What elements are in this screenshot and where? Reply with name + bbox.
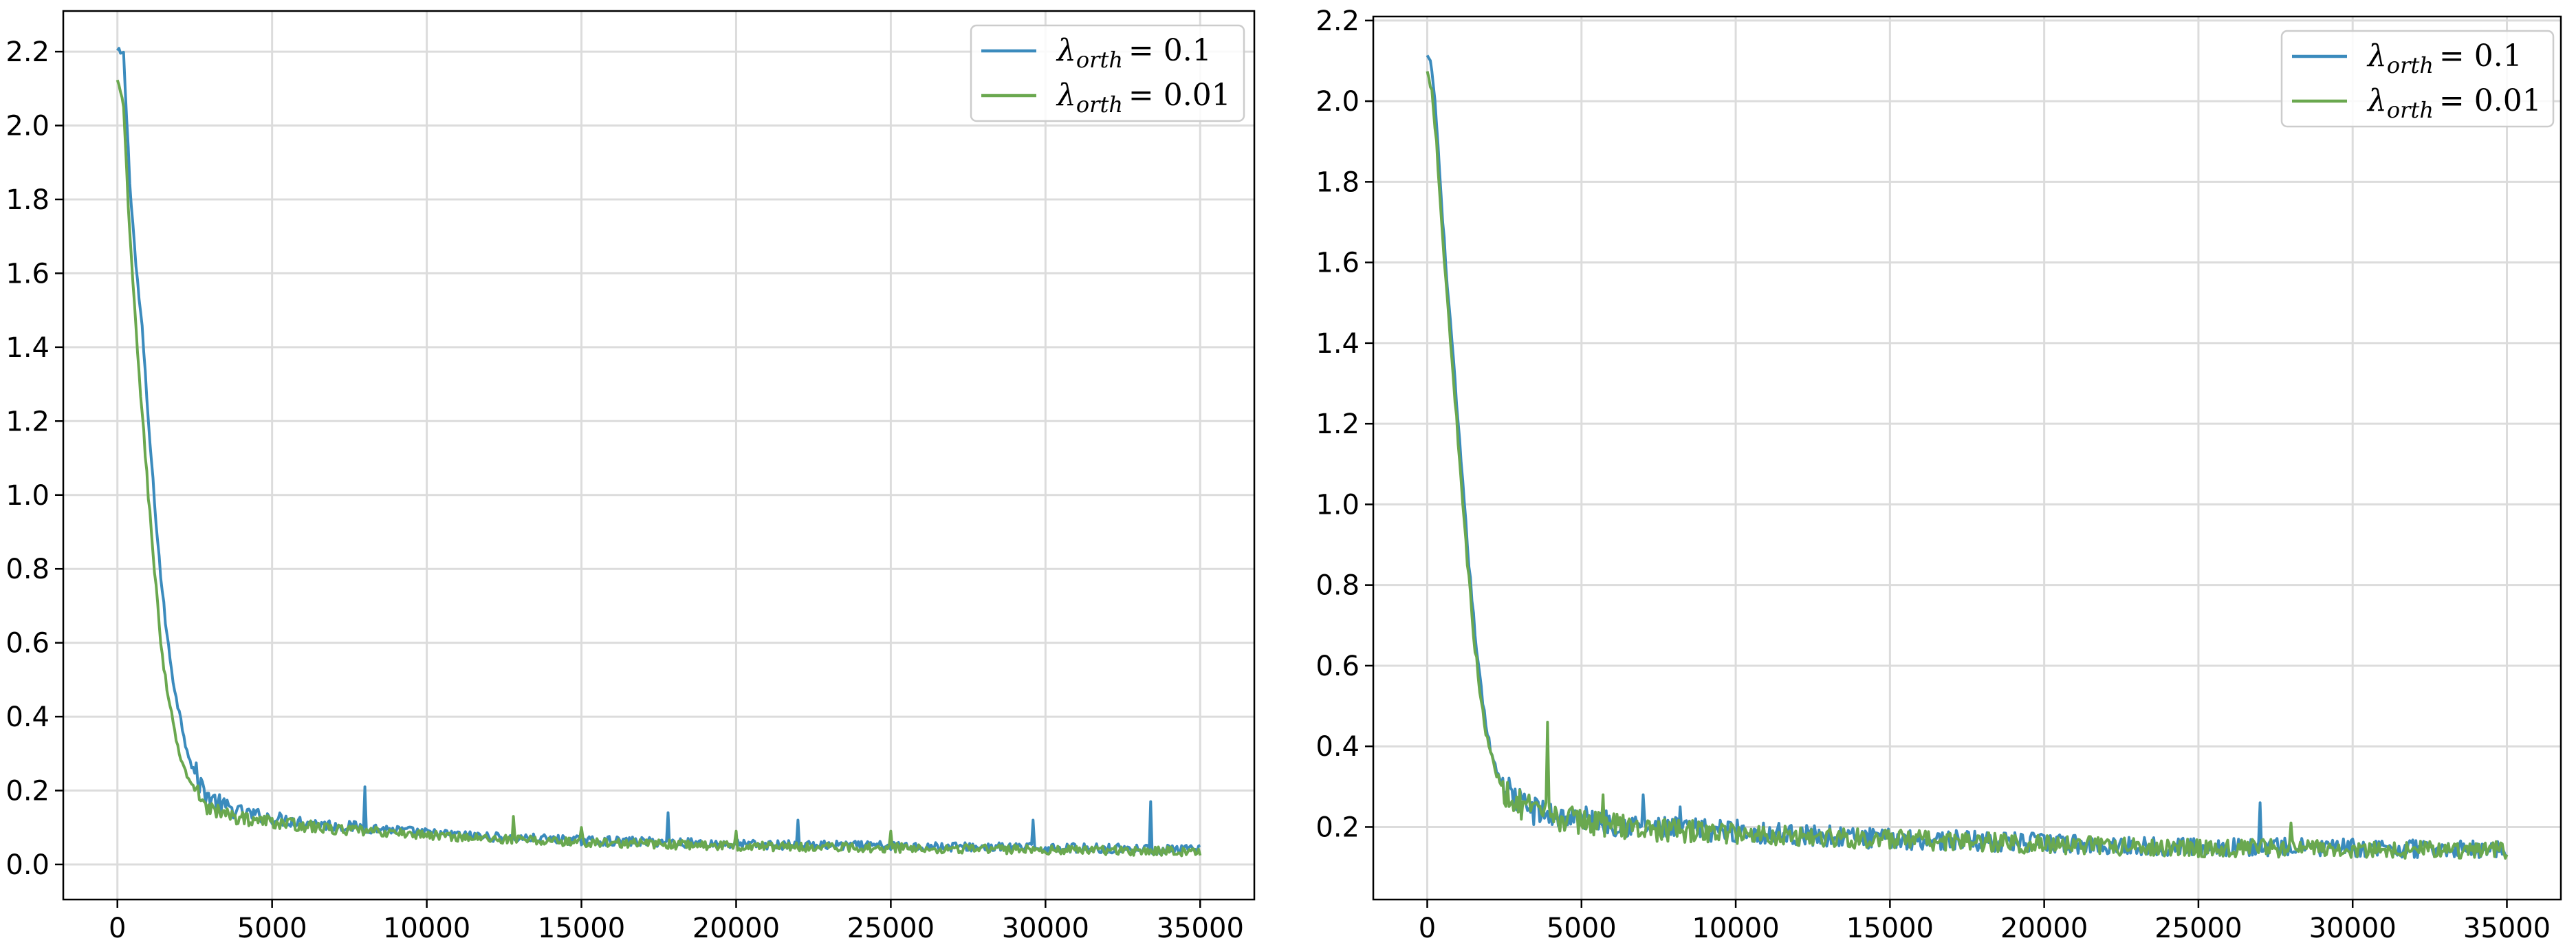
x-tick-label: 5000 [237,913,307,944]
x-tick-label: 30000 [2309,913,2397,944]
y-tick-label: 0.2 [6,776,50,807]
y-tick-label: 2.0 [6,111,50,142]
left-chart-panel: 0 5000 10000 15000 20000 25000 30000 35000 0.0 0.… [6,10,1256,944]
legend: λorth = 0.1 λorth = 0.01 [2280,30,2555,128]
x-tick-label: 30000 [1002,913,1089,944]
series-line-1 [116,79,1202,858]
axes-frame [1372,15,2562,901]
y-tick-label: 0.8 [6,554,50,585]
y-tick-label: 1.8 [6,184,50,216]
x-tick-label: 10000 [383,913,470,944]
x-tick-label: 20000 [692,913,780,944]
series-line-1 [1426,71,2509,860]
y-tick-label: 1.4 [1316,328,1360,360]
y-tick-label: 1.2 [6,406,50,437]
legend-label: λorth = 0.1 [2366,39,2522,78]
x-tick-label: 15000 [538,913,625,944]
legend-label: λorth = 0.01 [1056,78,1231,118]
x-tick-label: 0 [109,913,126,944]
y-tick-label: 1.6 [1316,248,1360,279]
legend-label: λorth = 0.1 [1056,33,1212,73]
y-tick-label: 2.2 [6,36,50,68]
y-tick-label: 0.2 [1316,812,1360,843]
series-line-0 [1426,54,2508,859]
legend-label: λorth = 0.01 [2366,83,2542,123]
y-tick-label: 2.0 [1316,86,1360,118]
right-chart-panel: 0 5000 10000 15000 20000 25000 30000 35000 0.2 0.… [1316,6,2562,944]
legend-box [2280,30,2555,128]
y-tick-label: 1.6 [6,258,50,290]
y-tick-label: 0.0 [6,849,50,881]
x-tick-label: 0 [1419,913,1436,944]
legend-box [970,24,1245,122]
y-tick-label: 2.2 [1316,6,1360,37]
x-tick-label: 5000 [1547,913,1617,944]
x-tick-label: 35000 [1157,913,1244,944]
y-tick-label: 0.6 [6,628,50,660]
axes-frame [62,10,1256,901]
y-tick-label: 0.4 [1316,731,1360,763]
y-tick-label: 0.8 [1316,570,1360,602]
y-tick-label: 1.0 [6,480,50,512]
y-tick-label: 0.4 [6,701,50,733]
legend: λorth = 0.1 λorth = 0.01 [970,24,1245,122]
y-tick-label: 1.2 [1316,409,1360,440]
y-tick-label: 1.8 [1316,166,1360,198]
y-tick-label: 1.0 [1316,489,1360,521]
series-line-0 [116,47,1201,856]
x-tick-label: 10000 [1692,913,1779,944]
x-tick-label: 25000 [2154,913,2242,944]
x-tick-label: 15000 [1846,913,1934,944]
y-tick-label: 0.6 [1316,651,1360,682]
x-tick-label: 25000 [847,913,935,944]
y-tick-label: 1.4 [6,332,50,364]
x-tick-label: 20000 [2000,913,2088,944]
x-tick-label: 35000 [2463,913,2551,944]
